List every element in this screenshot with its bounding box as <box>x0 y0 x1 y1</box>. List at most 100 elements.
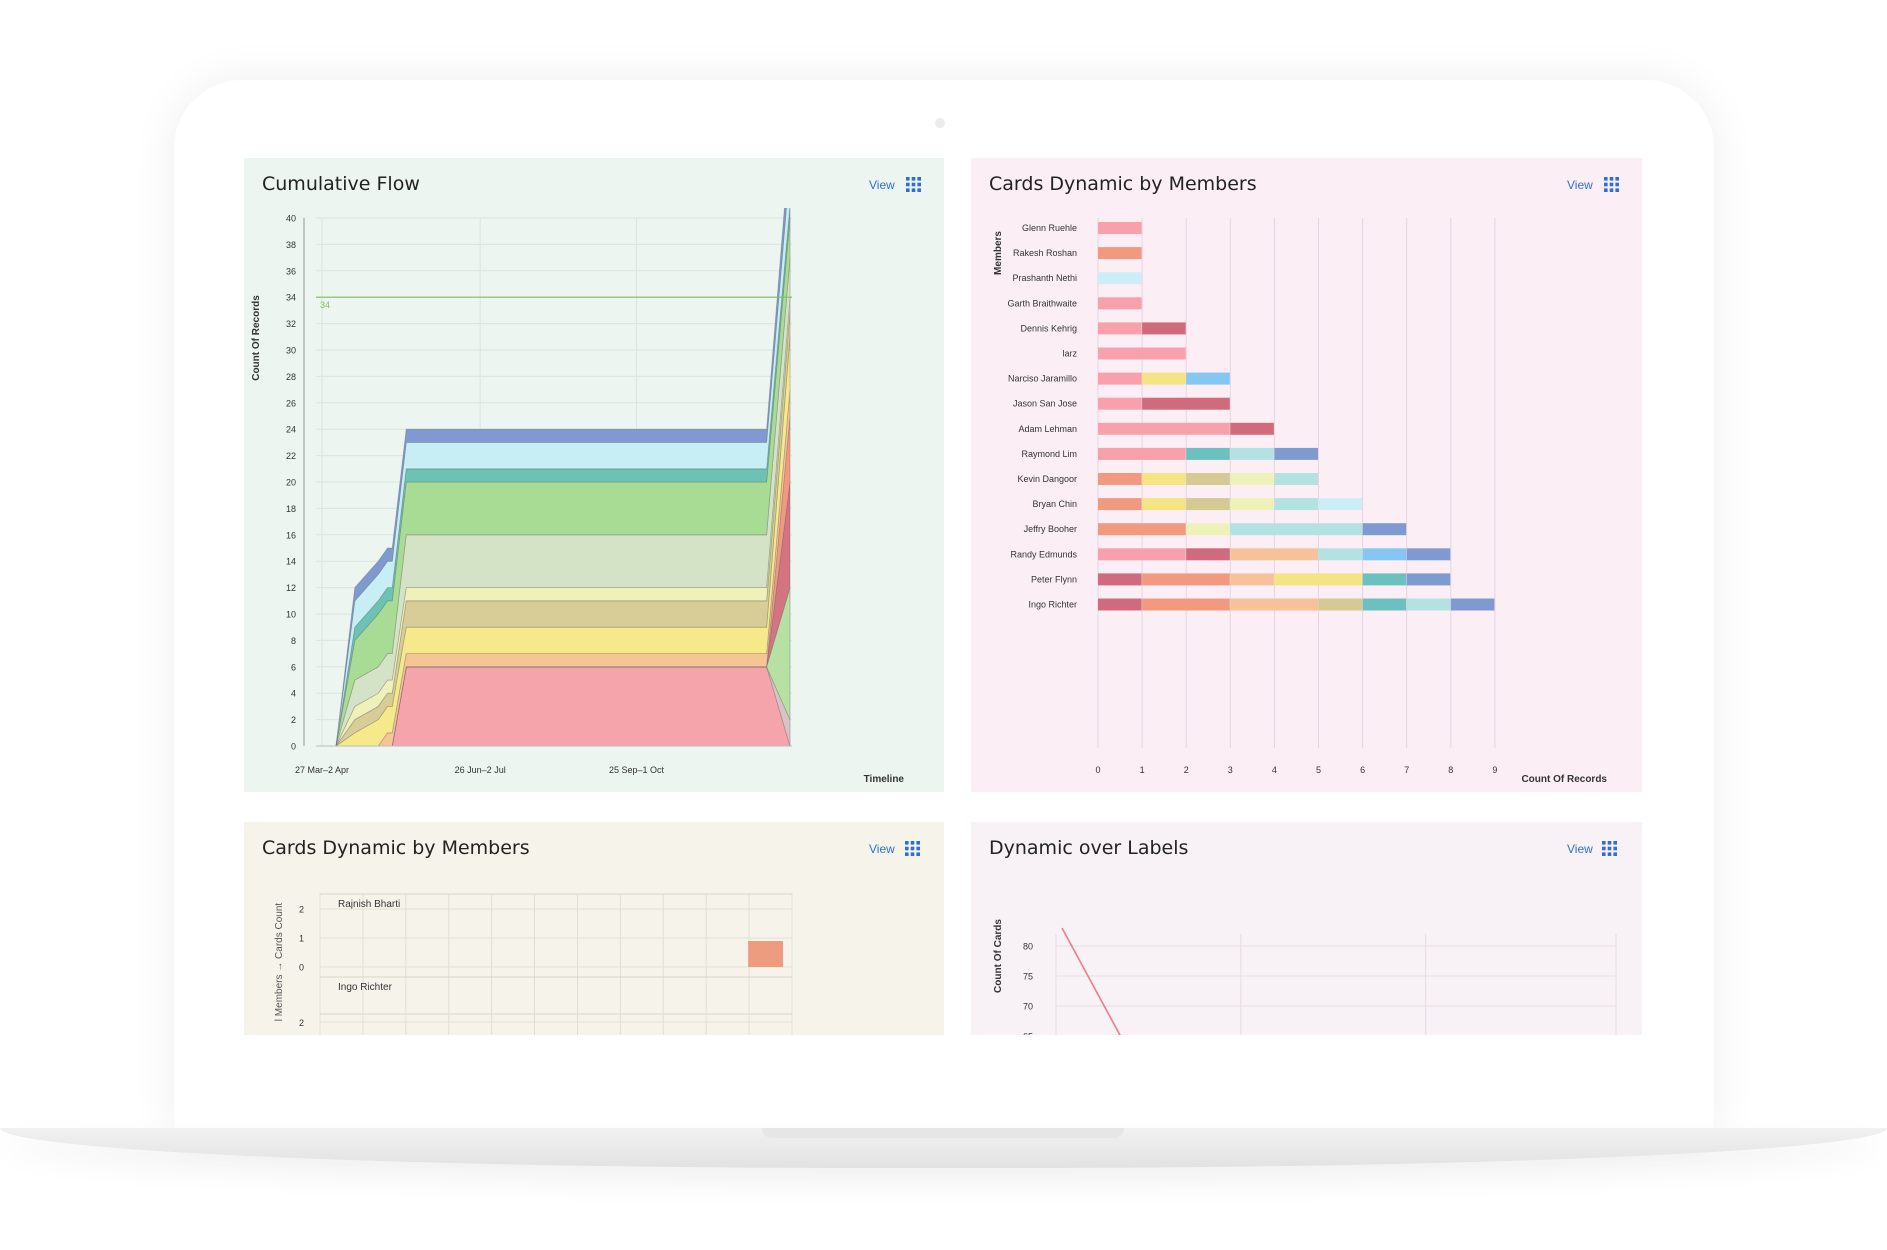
member-label: Bryan Chin <box>1032 499 1077 509</box>
bar-segment <box>1098 447 1186 460</box>
laptop-notch <box>762 1128 1124 1138</box>
bar <box>748 941 783 967</box>
view-link[interactable]: View <box>1567 842 1593 856</box>
x-tick-label: 5 <box>1316 765 1321 775</box>
bar-segment <box>1362 548 1407 561</box>
y-tick-label: 80 <box>1023 942 1033 952</box>
member-label: Glenn Ruehle <box>1022 223 1077 233</box>
bar-segment <box>1098 347 1186 360</box>
y-axis-title: Count Of Cards <box>993 919 1004 993</box>
grid-menu-icon[interactable] <box>1602 841 1617 856</box>
flow-area <box>322 208 787 747</box>
view-link[interactable]: View <box>1567 178 1593 192</box>
y-tick-label: 38 <box>286 240 296 250</box>
bar-segment <box>1098 322 1142 335</box>
y-tick-label: 14 <box>286 557 296 567</box>
member-label: Jason San Jose <box>1013 399 1077 409</box>
x-tick-label: 2 <box>1184 765 1189 775</box>
cumulative-flow-panel: Cumulative Flow View 0 2 4 6 8 10 12 14 16 18 20 22… <box>244 158 944 792</box>
bar-segment <box>1230 422 1274 435</box>
bar-segment <box>1142 598 1230 611</box>
members-facet-chart: Rajnish Bharti 0 1 2 Ingo Richter 2 l Members… <box>274 893 793 1035</box>
member-label: Garth Braithwaite <box>1007 298 1077 308</box>
camera-dot <box>935 118 945 128</box>
bar-segment <box>1230 447 1274 460</box>
bar-segment <box>1186 498 1230 511</box>
bar-segment <box>1098 272 1142 285</box>
grid-menu-icon[interactable] <box>906 177 921 192</box>
bar-segment <box>1098 598 1142 611</box>
member-label: Jeffry Booher <box>1024 524 1077 534</box>
y-tick-label: 20 <box>286 478 296 488</box>
y-tick-label: 16 <box>286 530 296 540</box>
cards-by-members-panel: Cards Dynamic by Members View 0 1 2 3 4 5 6 7 8 9… <box>971 158 1642 792</box>
x-tick-label: 26 Jun–2 Jul <box>455 765 506 775</box>
bar-segment <box>1230 498 1274 511</box>
y-axis-title: l Members → Cards Count <box>274 903 285 1022</box>
y-tick-label: 28 <box>286 372 296 382</box>
x-tick-label: 1 <box>1140 765 1145 775</box>
bar-segment <box>1098 222 1142 234</box>
cumulative-flow-chart: 024681012141618202224262830323436384027 … <box>251 208 905 785</box>
y-tick-label: 6 <box>291 662 296 672</box>
bar-segment <box>1318 548 1363 561</box>
x-tick-label: 7 <box>1404 765 1409 775</box>
y-tick-label: 24 <box>286 425 296 435</box>
bar-segment <box>1362 523 1407 536</box>
bar-segment <box>1142 498 1186 511</box>
x-tick-label: 6 <box>1360 765 1365 775</box>
facet-frame <box>319 893 793 1015</box>
y-tick-label: 2 <box>299 1018 304 1028</box>
y-tick-label: 10 <box>286 610 296 620</box>
grid-menu-icon[interactable] <box>1604 177 1619 192</box>
view-link[interactable]: View <box>869 842 895 856</box>
bar-segment <box>1230 598 1318 611</box>
bar-segment <box>1186 523 1230 536</box>
y-tick-label: 26 <box>286 398 296 408</box>
y-tick-label: 1 <box>299 934 304 944</box>
series-line <box>1061 927 1121 1035</box>
y-tick-label: 8 <box>291 636 296 646</box>
bar-segment <box>1098 473 1142 485</box>
grid-menu-icon[interactable] <box>905 841 920 856</box>
bar-segment <box>1186 473 1230 485</box>
member-label: Raymond Lim <box>1021 449 1077 459</box>
y-tick-label: 0 <box>291 742 296 752</box>
x-tick-label: 8 <box>1448 765 1453 775</box>
y-tick-label: 18 <box>286 504 296 514</box>
member-label: Narciso Jaramillo <box>1008 374 1077 384</box>
y-tick-label: 30 <box>286 346 296 356</box>
member-label: Randy Edmunds <box>1010 549 1077 559</box>
facet-label: Ingo Richter <box>338 982 393 993</box>
bar-segment <box>1142 573 1230 586</box>
x-axis-title: Timeline <box>864 774 905 785</box>
dynamic-over-labels-panel: Dynamic over Labels View 6065707580 Coun… <box>971 822 1642 1035</box>
x-tick-label: 9 <box>1492 765 1497 775</box>
view-link[interactable]: View <box>869 178 895 192</box>
bar-segment <box>1186 548 1230 561</box>
cards-by-members-small-panel: Cards Dynamic by Members View Rajnish Bh… <box>244 822 944 1035</box>
bar-segment <box>1098 573 1142 586</box>
x-tick-label: 0 <box>1095 765 1100 775</box>
bar-segment <box>1230 473 1274 485</box>
bar-segment <box>1274 573 1363 586</box>
bar-segment <box>1230 548 1318 561</box>
bar-segment <box>1142 473 1186 485</box>
member-label: Adam Lehman <box>1018 424 1077 434</box>
bar-segment <box>1230 573 1274 586</box>
bar-segment <box>1274 447 1318 460</box>
bar-segment <box>1098 548 1186 561</box>
bar-segment <box>1406 598 1451 611</box>
member-label: Peter Flynn <box>1031 574 1077 584</box>
y-tick-label: 65 <box>1023 1032 1033 1036</box>
labels-line-chart: 6065707580 Count Of Cards <box>993 919 1617 1036</box>
y-tick-label: 2 <box>299 905 304 915</box>
y-tick-label: 32 <box>286 319 296 329</box>
bar-segment <box>1098 422 1230 435</box>
bar-segment <box>1362 573 1407 586</box>
bar-segment <box>1186 447 1230 460</box>
bar-segment <box>1142 397 1230 410</box>
bar-segment <box>1230 523 1363 536</box>
y-tick-label: 70 <box>1023 1002 1033 1012</box>
member-label: Kevin Dangoor <box>1017 474 1077 484</box>
